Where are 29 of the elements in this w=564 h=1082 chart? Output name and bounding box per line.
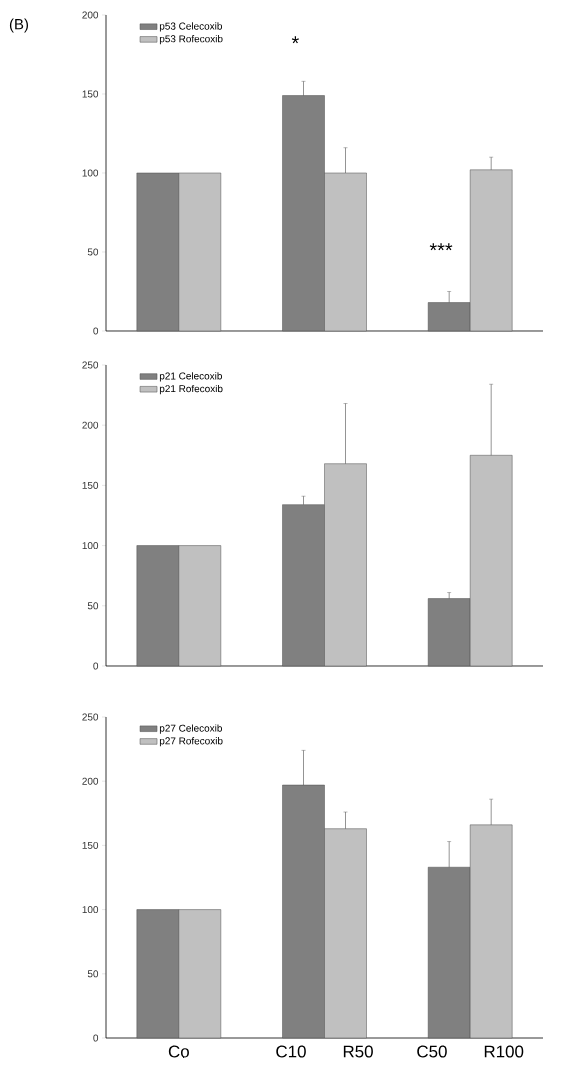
y-tick-label: 50 <box>87 602 99 610</box>
y-tick-label: 150 <box>82 90 99 98</box>
y-tick-label: 250 <box>82 713 99 721</box>
x-tick-label: C10 R50 <box>276 1045 373 1058</box>
legend-label: p21 Celecoxib <box>159 372 222 382</box>
y-tick-label: 50 <box>87 970 99 978</box>
legend-label: p53 Celecoxib <box>159 22 222 32</box>
y-tick-label: 250 <box>82 361 99 369</box>
annotation: * <box>291 36 299 44</box>
y-tick-label: 100 <box>82 906 99 914</box>
y-tick-label: 50 <box>87 248 99 256</box>
y-tick-label: 0 <box>93 662 99 670</box>
y-tick-label: 0 <box>93 1034 99 1042</box>
x-tick-label: C50 R100 <box>417 1045 524 1058</box>
text: (B) <box>9 18 28 33</box>
legend-label: p27 Rofecoxib <box>159 737 223 747</box>
y-tick-label: 200 <box>82 421 99 429</box>
y-tick-label: 100 <box>82 542 99 550</box>
y-tick-label: 150 <box>82 841 99 849</box>
y-tick-label: 100 <box>82 169 99 177</box>
y-tick-label: 200 <box>82 777 99 785</box>
legend-label: p53 Rofecoxib <box>159 35 223 45</box>
annotation: *** <box>429 243 453 251</box>
legend-label: p21 Rofecoxib <box>159 384 223 395</box>
y-tick-label: 200 <box>82 11 99 19</box>
x-tick-label: Co <box>168 1045 189 1058</box>
y-tick-label: 150 <box>82 481 99 489</box>
legend-label: p27 Celecoxib <box>159 724 222 734</box>
y-tick-label: 0 <box>93 327 99 335</box>
